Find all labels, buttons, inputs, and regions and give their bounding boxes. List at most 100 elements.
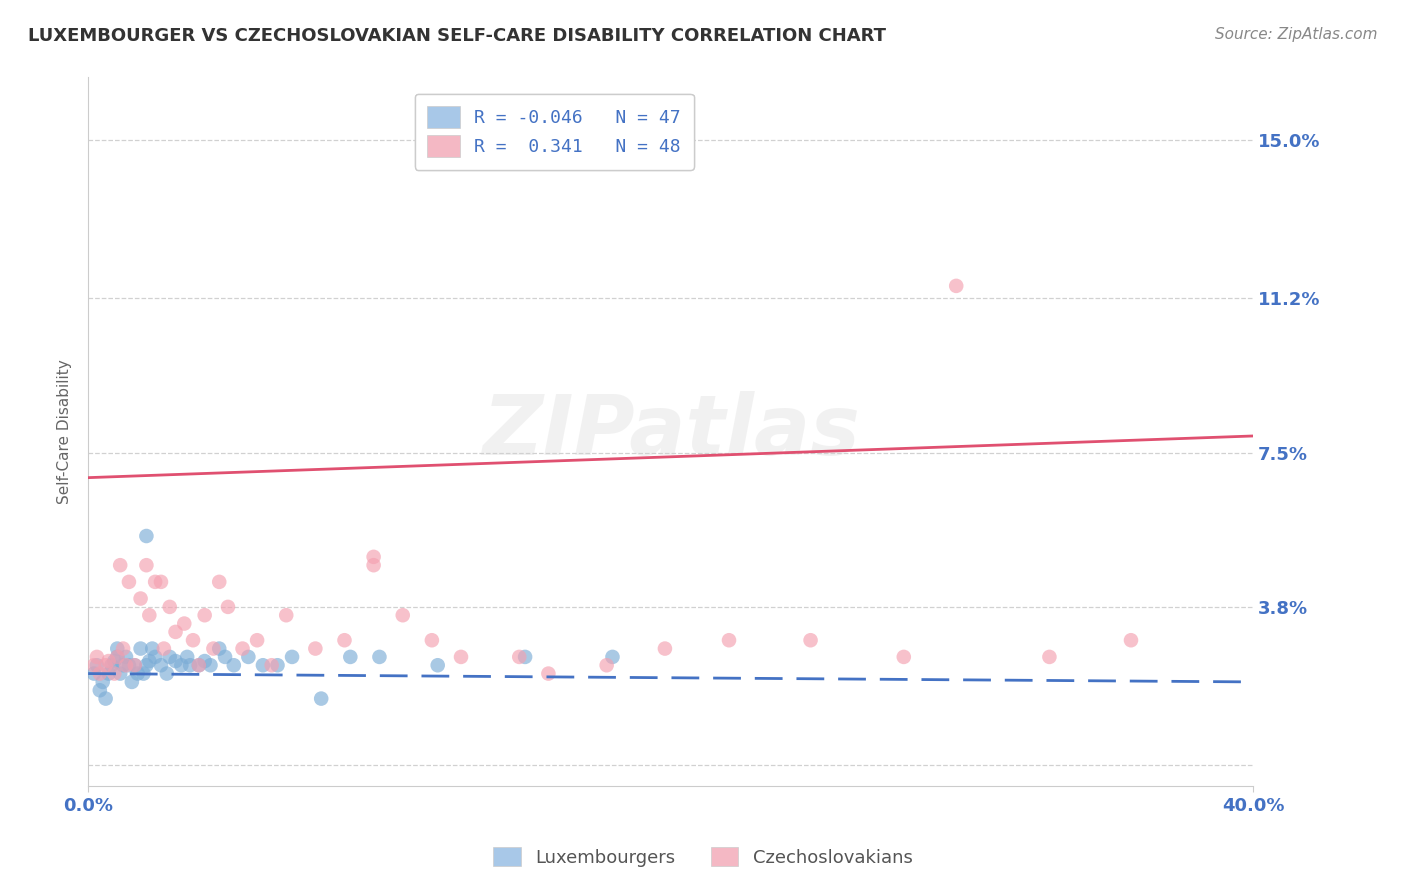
Point — [118, 658, 141, 673]
Point — [112, 658, 135, 673]
Point — [127, 666, 149, 681]
Point — [654, 641, 676, 656]
Point — [181, 633, 204, 648]
Point — [143, 649, 166, 664]
Point — [121, 674, 143, 689]
Point — [94, 658, 117, 673]
Point — [112, 641, 135, 656]
Point — [304, 641, 326, 656]
Point — [260, 658, 283, 673]
Point — [179, 658, 201, 673]
Point — [149, 574, 172, 589]
Point — [165, 624, 187, 639]
Point — [194, 654, 217, 668]
Point — [105, 641, 128, 656]
Point — [165, 654, 187, 668]
Point — [602, 649, 624, 664]
Point — [100, 658, 122, 673]
Point — [246, 633, 269, 648]
Point — [105, 649, 128, 664]
Point — [420, 633, 443, 648]
Point — [156, 666, 179, 681]
Point — [893, 649, 915, 664]
Point — [97, 654, 120, 668]
Point — [143, 574, 166, 589]
Point — [108, 666, 131, 681]
Point — [339, 649, 361, 664]
Point — [141, 641, 163, 656]
Point — [86, 649, 108, 664]
Point — [86, 658, 108, 673]
Point — [1119, 633, 1142, 648]
Point — [513, 649, 536, 664]
Point — [194, 608, 217, 623]
Point — [208, 574, 231, 589]
Point — [363, 558, 385, 573]
Point — [118, 574, 141, 589]
Point — [94, 691, 117, 706]
Point — [187, 658, 209, 673]
Point — [129, 591, 152, 606]
Point — [159, 649, 181, 664]
Point — [945, 278, 967, 293]
Text: Source: ZipAtlas.com: Source: ZipAtlas.com — [1215, 27, 1378, 42]
Point — [115, 658, 138, 673]
Point — [800, 633, 823, 648]
Point — [173, 616, 195, 631]
Point — [91, 674, 114, 689]
Point — [391, 608, 413, 623]
Point — [83, 658, 105, 673]
Point — [103, 666, 125, 681]
Point — [138, 608, 160, 623]
Point — [135, 558, 157, 573]
Point — [252, 658, 274, 673]
Point — [232, 641, 254, 656]
Point — [153, 641, 176, 656]
Point — [426, 658, 449, 673]
Point — [97, 666, 120, 681]
Point — [132, 666, 155, 681]
Point — [537, 666, 560, 681]
Point — [89, 683, 111, 698]
Legend: Luxembourgers, Czechoslovakians: Luxembourgers, Czechoslovakians — [486, 840, 920, 874]
Point — [149, 658, 172, 673]
Point — [333, 633, 356, 648]
Point — [115, 649, 138, 664]
Point — [200, 658, 222, 673]
Point — [238, 649, 260, 664]
Point — [187, 658, 209, 673]
Point — [266, 658, 288, 673]
Point — [450, 649, 472, 664]
Point — [89, 666, 111, 681]
Point — [138, 654, 160, 668]
Point — [368, 649, 391, 664]
Point — [124, 658, 146, 673]
Point — [135, 529, 157, 543]
Text: ZIPatlas: ZIPatlas — [482, 392, 859, 472]
Point — [363, 549, 385, 564]
Point — [129, 641, 152, 656]
Point — [217, 599, 239, 614]
Point — [595, 658, 617, 673]
Point — [222, 658, 245, 673]
Point — [108, 558, 131, 573]
Point — [508, 649, 530, 664]
Point — [208, 641, 231, 656]
Point — [170, 658, 193, 673]
Legend: R = -0.046   N = 47, R =  0.341   N = 48: R = -0.046 N = 47, R = 0.341 N = 48 — [415, 94, 693, 170]
Point — [309, 691, 332, 706]
Y-axis label: Self-Care Disability: Self-Care Disability — [58, 359, 72, 504]
Point — [105, 649, 128, 664]
Point — [176, 649, 198, 664]
Point — [159, 599, 181, 614]
Point — [83, 666, 105, 681]
Point — [1038, 649, 1060, 664]
Point — [214, 649, 236, 664]
Point — [202, 641, 225, 656]
Point — [276, 608, 298, 623]
Point — [135, 658, 157, 673]
Point — [103, 654, 125, 668]
Point — [717, 633, 740, 648]
Point — [281, 649, 304, 664]
Text: LUXEMBOURGER VS CZECHOSLOVAKIAN SELF-CARE DISABILITY CORRELATION CHART: LUXEMBOURGER VS CZECHOSLOVAKIAN SELF-CAR… — [28, 27, 886, 45]
